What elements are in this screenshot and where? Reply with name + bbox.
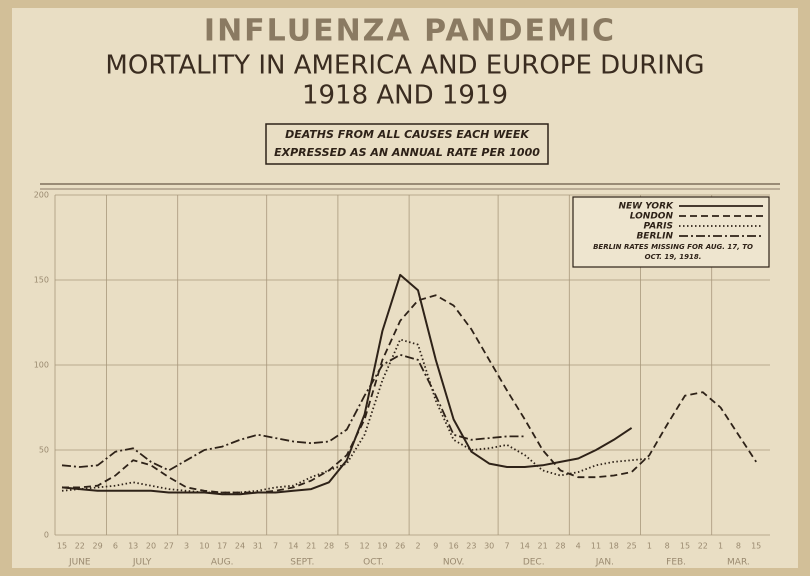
x-tick-label: 3 [184, 542, 189, 551]
subtitle-line: EXPRESSED AS AN ANNUAL RATE PER 1000 [274, 146, 540, 159]
y-tick-label: 200 [34, 191, 49, 200]
y-tick-label: 50 [39, 446, 49, 455]
legend-label: PARIS [644, 222, 674, 232]
x-tick-label: 12 [360, 542, 370, 551]
x-tick-label: 18 [609, 542, 619, 551]
legend-note: BERLIN RATES MISSING FOR AUG. 17, TO [593, 243, 753, 251]
title-line: INFLUENZA PANDEMIC [204, 14, 616, 49]
month-label: DEC. [523, 558, 545, 568]
y-tick-label: 150 [34, 276, 49, 285]
month-label: AUG. [211, 558, 234, 568]
legend-label: LONDON [630, 212, 674, 222]
x-tick-label: 14 [288, 542, 298, 551]
x-tick-label: 8 [736, 542, 741, 551]
x-tick-label: 19 [377, 542, 387, 551]
x-tick-label: 11 [591, 542, 601, 551]
x-tick-label: 28 [555, 542, 565, 551]
x-tick-label: 1 [718, 542, 723, 551]
month-label: SEPT. [290, 558, 314, 568]
month-label: JAN. [595, 558, 614, 568]
x-tick-label: 7 [273, 542, 278, 551]
x-tick-label: 15 [57, 542, 67, 551]
x-tick-label: 5 [344, 542, 349, 551]
x-tick-label: 13 [128, 542, 138, 551]
x-tick-label: 21 [306, 542, 316, 551]
x-tick-label: 27 [164, 542, 174, 551]
y-tick-label: 100 [34, 361, 49, 370]
x-tick-label: 7 [504, 542, 509, 551]
x-tick-label: 20 [146, 542, 156, 551]
x-tick-label: 25 [627, 542, 637, 551]
x-tick-label: 22 [75, 542, 85, 551]
title-line: MORTALITY IN AMERICA AND EUROPE DURING [105, 51, 704, 81]
x-tick-label: 30 [484, 542, 494, 551]
x-tick-label: 28 [324, 542, 334, 551]
x-tick-label: 23 [466, 542, 476, 551]
x-tick-label: 22 [698, 542, 708, 551]
x-tick-label: 15 [751, 542, 761, 551]
x-tick-label: 15 [680, 542, 690, 551]
legend-note: OCT. 19, 1918. [645, 253, 702, 261]
y-tick-label: 0 [44, 531, 49, 540]
x-tick-label: 31 [253, 542, 263, 551]
x-tick-label: 17 [217, 542, 227, 551]
title-line: 1918 AND 1919 [302, 81, 508, 111]
x-tick-label: 14 [520, 542, 530, 551]
x-tick-label: 6 [113, 542, 118, 551]
x-tick-label: 16 [449, 542, 459, 551]
legend-label: BERLIN [636, 232, 673, 242]
x-tick-label: 2 [415, 542, 420, 551]
chart: INFLUENZA PANDEMIC MORTALITY IN AMERICA … [0, 0, 810, 576]
month-label: MAR. [727, 558, 750, 568]
x-tick-label: 24 [235, 542, 245, 551]
x-tick-label: 26 [395, 542, 405, 551]
month-label: NOV. [443, 558, 465, 568]
x-tick-label: 1 [647, 542, 652, 551]
x-tick-label: 10 [199, 542, 209, 551]
x-tick-label: 9 [433, 542, 438, 551]
month-label: JUNE [68, 558, 91, 568]
x-tick-label: 21 [538, 542, 548, 551]
x-tick-label: 8 [665, 542, 670, 551]
month-label: OCT. [363, 558, 384, 568]
legend-label: NEW YORK [619, 202, 675, 212]
month-label: JULY [132, 558, 152, 568]
subtitle-line: DEATHS FROM ALL CAUSES EACH WEEK [285, 128, 530, 141]
x-tick-label: 29 [93, 542, 103, 551]
x-tick-label: 4 [576, 542, 581, 551]
month-label: FEB. [666, 558, 686, 568]
